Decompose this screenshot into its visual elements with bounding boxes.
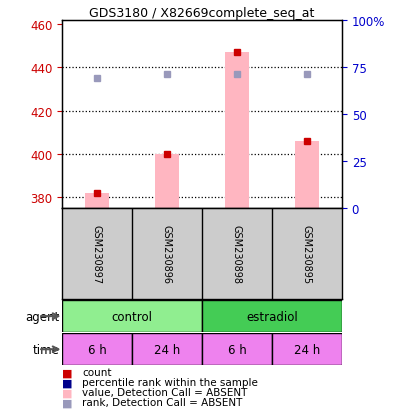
Bar [202,333,272,366]
Bar [62,300,202,332]
Text: ■: ■ [62,397,72,407]
Text: agent: agent [25,310,59,323]
Text: 6 h: 6 h [228,343,246,356]
Text: ■: ■ [62,377,72,387]
Bar [132,333,202,366]
Bar [225,53,249,209]
Text: 6 h: 6 h [88,343,106,356]
Bar [202,300,342,332]
Text: time: time [32,343,59,356]
Text: GSM230898: GSM230898 [232,225,242,283]
Text: count: count [82,368,112,377]
Text: percentile rank within the sample: percentile rank within the sample [82,377,258,387]
Bar [155,154,179,209]
Bar [85,193,109,209]
Bar [62,333,132,366]
Title: GDS3180 / X82669complete_seq_at: GDS3180 / X82669complete_seq_at [89,7,315,19]
Text: 24 h: 24 h [294,343,320,356]
Text: control: control [112,310,152,323]
Text: GSM230897: GSM230897 [92,225,102,283]
Bar [272,333,342,366]
Text: ■: ■ [62,368,72,377]
Bar [295,142,319,209]
Text: value, Detection Call = ABSENT: value, Detection Call = ABSENT [82,387,247,397]
Text: GSM230895: GSM230895 [302,225,312,283]
Text: rank, Detection Call = ABSENT: rank, Detection Call = ABSENT [82,397,242,407]
Text: ■: ■ [62,387,72,397]
Text: estradiol: estradiol [246,310,298,323]
Text: 24 h: 24 h [154,343,180,356]
Text: GSM230896: GSM230896 [162,225,172,283]
